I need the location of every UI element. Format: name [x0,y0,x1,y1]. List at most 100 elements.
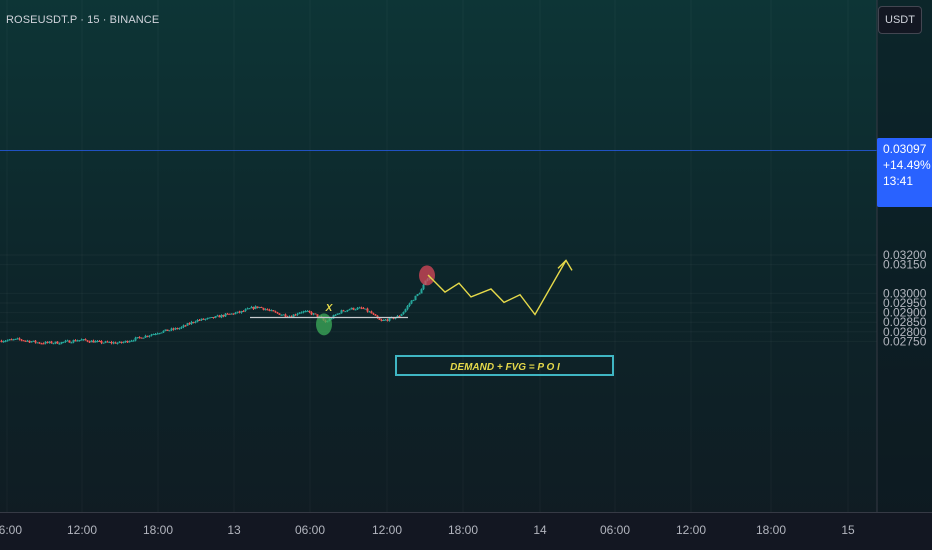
candle-body [98,340,101,342]
candle-body [198,319,201,321]
candle-body [376,315,379,319]
candle-body [244,309,247,312]
grid [0,0,877,512]
candle-body [178,328,181,330]
candle-body [152,334,155,336]
candle-body [28,340,31,343]
candle-body [26,340,29,342]
candle-body [150,334,153,336]
candle-body [68,340,71,343]
candle-body [282,314,285,316]
candle-body [20,339,23,341]
candle-body [314,313,317,315]
candle-body [188,323,191,325]
candle-body [370,311,373,314]
candle-body [16,338,19,340]
candle-body [340,310,343,314]
candle-body [114,342,117,344]
candle-body [48,341,51,343]
currency-button[interactable]: USDT [878,6,922,34]
candle-body [14,338,17,340]
candle-body [74,340,77,342]
candle-body [216,315,219,317]
candle-body [52,343,55,345]
candle-body [212,316,215,318]
candle-body [362,308,365,310]
candle-body [412,300,415,302]
candle-body [4,340,7,342]
candle-body [122,342,125,344]
candle-body [372,313,375,315]
candle-body [124,340,127,343]
candle-body [126,340,129,343]
poi-zone-box [395,355,614,376]
candle-body [330,318,333,320]
candle-body [210,316,213,318]
candle-body [242,311,245,313]
last-price-value: 0.03097 [883,142,927,156]
candle-body [66,340,69,342]
candle-body [280,314,283,316]
candle-body [406,306,409,310]
candle-body [202,318,205,320]
candle-body [228,313,231,315]
candle-body [250,306,253,309]
candle-body [214,316,217,318]
candle-body [84,339,87,341]
candle-body [378,318,381,320]
candle-body [108,342,111,344]
candle-body [226,313,229,315]
candle-body [360,307,363,309]
time-tick-label: 06:00 [295,523,325,537]
candle-body [336,313,339,315]
candle-body [190,321,193,325]
candle-body [422,284,425,290]
candle-body [418,293,421,295]
candle-body [88,341,91,343]
candle-body [374,314,377,316]
candle-body [246,308,249,310]
candle-body [270,310,273,312]
candle-body [348,309,351,311]
candle-body [298,312,301,314]
candle-body [46,341,49,343]
candle-body [30,341,33,343]
candle-body [32,340,35,342]
candle-body [94,341,97,343]
candle-body [136,337,139,339]
candle-body [410,300,413,304]
candle-body [396,315,399,318]
candle-body [294,314,297,316]
candle-body [86,340,89,342]
candle-body [252,306,255,309]
candle-body [208,317,211,319]
candle-body [254,306,257,309]
candle-body [60,342,63,344]
candle-body [196,319,199,322]
last-price-change: +14.49% [883,158,931,172]
candle-body [118,341,121,343]
candle-body [62,341,65,343]
candle-body [24,340,27,342]
time-axis[interactable]: 06:00 12:00 18:00 13 06:00 12:00 18:00 14 06:00 1… [0,523,855,537]
price-axis[interactable]: 0.032000.031500.030000.029500.029000.028… [883,248,927,348]
candle-body [104,341,107,343]
candle-body [274,311,277,313]
candle-body [266,309,269,311]
candle-body [64,340,67,342]
candle-body [400,314,403,317]
candle-body [366,308,369,312]
candle-body [54,341,57,344]
projection [427,259,573,316]
candle-body [222,314,225,317]
swing-low-marker [316,313,332,336]
candle-body [232,313,235,315]
projected-path-line [427,260,567,316]
candle-body [260,307,263,309]
candle-body [238,311,241,313]
candle-body [304,311,307,313]
price-tick-label: 0.02850 [883,315,927,329]
candle-body [256,306,259,308]
